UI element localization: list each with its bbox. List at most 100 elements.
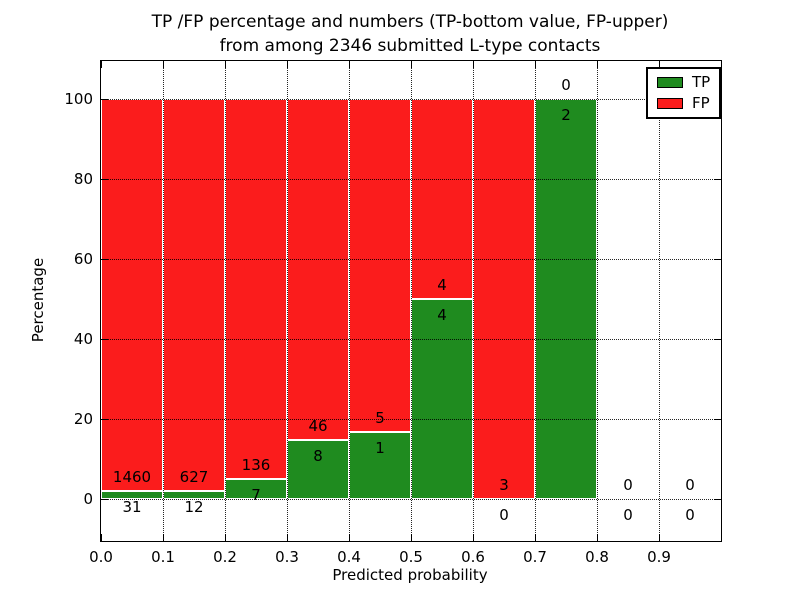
- legend-label-fp: FP: [692, 94, 710, 112]
- tp-count-label: 1: [375, 439, 385, 458]
- y-tick-label: 60: [73, 250, 93, 268]
- bar-tp-segment: [411, 299, 473, 499]
- x-tick-mark-top: [411, 61, 412, 68]
- x-tick-mark-bottom: [163, 534, 164, 541]
- fp-count-label: 0: [623, 476, 633, 494]
- x-tick-label: 0.7: [523, 548, 547, 566]
- y-tick-mark-right: [714, 499, 721, 500]
- legend-entry-fp: FP: [657, 96, 710, 111]
- y-tick-mark-right: [714, 419, 721, 420]
- gridline-vertical: [287, 61, 288, 541]
- gridline-vertical: [597, 61, 598, 541]
- gridline-horizontal: [101, 419, 721, 420]
- plot-area: 0.0 0.1 0.2 0.3 0.4 0.5 0.6 0.7 0.8 0.9 0 20 40 60 80 1…: [64, 60, 722, 566]
- bar-tp-segment: [349, 432, 411, 499]
- gridline-vertical: [535, 61, 536, 541]
- y-tick-mark-right: [714, 339, 721, 340]
- x-tick-mark-bottom: [473, 534, 474, 541]
- fp-count-label: 3: [499, 476, 509, 494]
- x-tick-label: 0.3: [275, 548, 299, 566]
- fp-count-label: 46: [308, 416, 328, 435]
- fp-count-label: 627: [179, 468, 209, 487]
- x-tick-mark-top: [163, 61, 164, 68]
- y-tick-label: 20: [73, 410, 93, 428]
- fp-count-label: 1460: [112, 467, 152, 486]
- y-tick-mark-left: [101, 499, 108, 500]
- x-tick-mark-top: [349, 61, 350, 68]
- legend: TP FP: [646, 67, 722, 119]
- bar-fp-segment: [225, 99, 287, 480]
- bar-fp-segment: [163, 99, 225, 492]
- bar-fp-segment: [411, 99, 473, 299]
- chart-title: TP /FP percentage and numbers (TP-bottom…: [152, 10, 669, 58]
- y-tick-mark-left: [101, 339, 108, 340]
- x-tick-mark-bottom: [101, 534, 102, 541]
- x-tick-mark-bottom: [659, 534, 660, 541]
- bar-tp-segment: [535, 99, 597, 499]
- tp-count-label: 12: [184, 498, 204, 517]
- y-tick-mark-right: [714, 179, 721, 180]
- legend-entry-tp: TP: [657, 75, 710, 90]
- y-tick-mark-left: [101, 259, 108, 260]
- x-tick-mark-bottom: [411, 534, 412, 541]
- bar-fp-segment: [349, 99, 411, 433]
- gridline-vertical: [163, 61, 164, 541]
- y-tick-mark-left: [101, 99, 108, 100]
- tp-count-label: 8: [313, 446, 323, 465]
- x-tick-mark-bottom: [535, 534, 536, 541]
- y-tick-mark-left: [101, 179, 108, 180]
- x-tick-label: 0.8: [585, 548, 609, 566]
- x-tick-mark-bottom: [597, 534, 598, 541]
- y-tick-label: 80: [73, 170, 93, 188]
- fp-color-swatch: [657, 98, 683, 109]
- x-tick-label: 0.0: [89, 548, 113, 566]
- bar-fp-segment: [287, 99, 349, 440]
- x-tick-mark-bottom: [349, 534, 350, 541]
- bar-tp-segment: [101, 490, 163, 499]
- x-axis-label: Predicted probability: [332, 566, 488, 584]
- gridline-horizontal: [101, 339, 721, 340]
- chart-title-line1: TP /FP percentage and numbers (TP-bottom…: [151, 12, 669, 32]
- gridline-vertical: [473, 61, 474, 541]
- y-tick-mark-left: [101, 419, 108, 420]
- gridline-vertical: [411, 61, 412, 541]
- x-tick-label: 0.1: [151, 548, 175, 566]
- fp-count-label: 0: [561, 76, 571, 94]
- x-tick-mark-top: [225, 61, 226, 68]
- fp-count-label: 4: [437, 276, 447, 294]
- gridline-horizontal: [101, 259, 721, 260]
- tp-count-label: 4: [437, 306, 447, 324]
- bar-fp-segment: [473, 99, 535, 499]
- x-tick-mark-bottom: [287, 534, 288, 541]
- tp-count-label: 31: [122, 497, 142, 516]
- fp-count-label: 136: [241, 456, 271, 475]
- x-tick-label: 0.5: [399, 548, 423, 566]
- x-tick-label: 0.6: [461, 548, 485, 566]
- gridline-horizontal: [101, 99, 721, 100]
- x-tick-label: 0.4: [337, 548, 361, 566]
- gridline-vertical: [349, 61, 350, 541]
- tp-count-label: 0: [623, 506, 633, 524]
- gridline-horizontal: [101, 499, 721, 500]
- gridline-vertical: [225, 61, 226, 541]
- tp-count-label: 0: [499, 506, 509, 524]
- gridline-horizontal: [101, 179, 721, 180]
- y-tick-label: 0: [83, 490, 93, 508]
- x-tick-mark-top: [473, 61, 474, 68]
- tp-count-label: 7: [251, 486, 261, 505]
- gridline-vertical: [659, 61, 660, 541]
- legend-label-tp: TP: [692, 73, 711, 91]
- tp-count-label: 0: [685, 506, 695, 524]
- x-tick-mark-top: [659, 61, 660, 68]
- x-tick-mark-top: [101, 61, 102, 68]
- tp-count-label: 2: [561, 106, 571, 124]
- y-tick-mark-right: [714, 259, 721, 260]
- bar-fp-segment: [101, 99, 163, 491]
- x-tick-label: 0.2: [213, 548, 237, 566]
- fp-count-label: 0: [685, 476, 695, 494]
- x-tick-label: 0.9: [647, 548, 671, 566]
- y-tick-label: 40: [73, 330, 93, 348]
- tp-color-swatch: [657, 77, 683, 88]
- x-tick-mark-top: [597, 61, 598, 68]
